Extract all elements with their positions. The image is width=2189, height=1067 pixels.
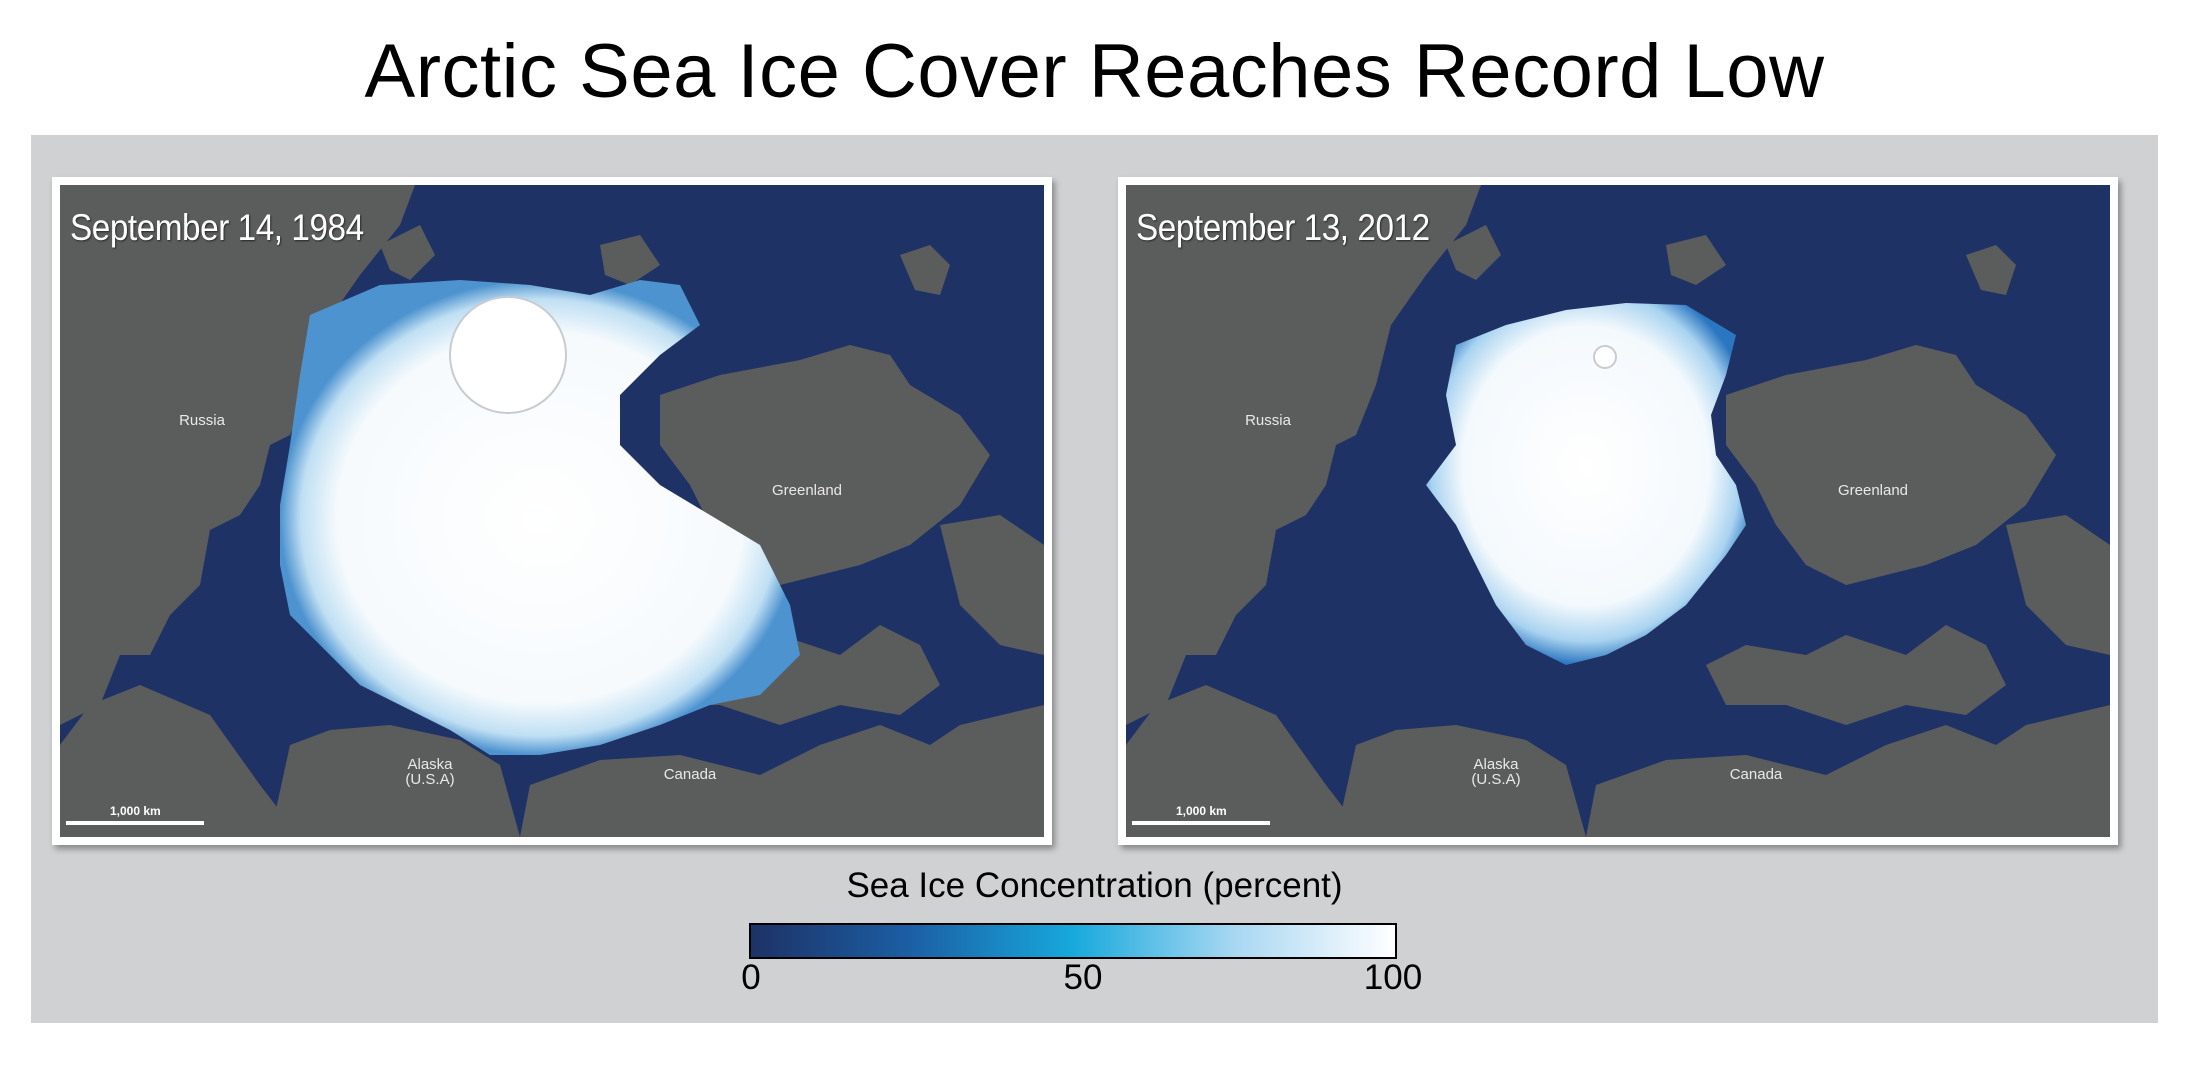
land-canada xyxy=(520,705,1044,837)
land-hudson xyxy=(940,515,1044,655)
legend-tick-50: 50 xyxy=(1063,958,1103,997)
land-east-islands xyxy=(1966,245,2016,295)
sea-ice-2012 xyxy=(1426,303,1746,665)
map-2012: September 13, 2012 Russia Greenland Alas… xyxy=(1118,177,2118,845)
scale-label: 1,000 km xyxy=(110,804,161,818)
sea-ice-1984 xyxy=(280,280,800,755)
label-alaska-name: Alaska xyxy=(407,756,453,773)
arctic-map-2012-graphic xyxy=(1126,185,2110,837)
label-canada: Canada xyxy=(663,766,717,783)
label-alaska-sub: (U.S.A) xyxy=(405,771,455,788)
scale-line xyxy=(1132,821,1270,825)
label-alaska-sub: (U.S.A) xyxy=(1471,771,1521,788)
legend-colorbar xyxy=(749,923,1397,959)
land-greenland xyxy=(1726,345,2056,585)
land-canadian-archipelago xyxy=(1706,625,2006,725)
legend-tick-0: 0 xyxy=(741,958,761,997)
land-russia xyxy=(1126,185,1481,725)
map-date-1984: September 14, 1984 xyxy=(70,207,364,248)
land-russia-east xyxy=(1126,685,1366,837)
label-russia: Russia xyxy=(179,412,225,429)
page-title: Arctic Sea Ice Cover Reaches Record Low xyxy=(364,29,1825,114)
pole-hole-2012 xyxy=(1593,345,1617,369)
scale-label: 1,000 km xyxy=(1176,804,1227,818)
land-russia-east xyxy=(60,685,300,837)
land-svalbard xyxy=(1666,235,1726,285)
land-novaya xyxy=(380,225,435,280)
land-svalbard xyxy=(600,235,660,285)
scale-line xyxy=(66,821,204,825)
land-novaya xyxy=(1446,225,1501,280)
land-hudson xyxy=(2006,515,2110,655)
label-alaska: Alaska (U.S.A) xyxy=(390,757,470,787)
land-east-islands xyxy=(900,245,950,295)
label-greenland: Greenland xyxy=(1837,482,1909,499)
label-russia: Russia xyxy=(1245,412,1291,429)
land-kamchatka xyxy=(60,485,90,585)
arctic-map-1984-graphic xyxy=(60,185,1044,837)
legend-tick-100: 100 xyxy=(1363,958,1423,997)
land-kamchatka xyxy=(1126,485,1156,585)
label-alaska: Alaska (U.S.A) xyxy=(1456,757,1536,787)
land-greenland xyxy=(660,345,990,585)
pole-hole-1984 xyxy=(449,296,567,414)
land-alaska xyxy=(270,725,520,837)
map-date-2012: September 13, 2012 xyxy=(1136,207,1430,248)
scale-bar-1984: 1,000 km xyxy=(66,804,206,825)
label-alaska-name: Alaska xyxy=(1473,756,1519,773)
scale-bar-2012: 1,000 km xyxy=(1132,804,1272,825)
label-canada: Canada xyxy=(1729,766,1783,783)
legend-title: Sea Ice Concentration (percent) xyxy=(846,866,1343,905)
land-canada xyxy=(1586,705,2110,837)
land-alaska xyxy=(1336,725,1586,837)
map-1984: September 14, 1984 Russia Greenland Alas… xyxy=(52,177,1052,845)
label-greenland: Greenland xyxy=(771,482,843,499)
